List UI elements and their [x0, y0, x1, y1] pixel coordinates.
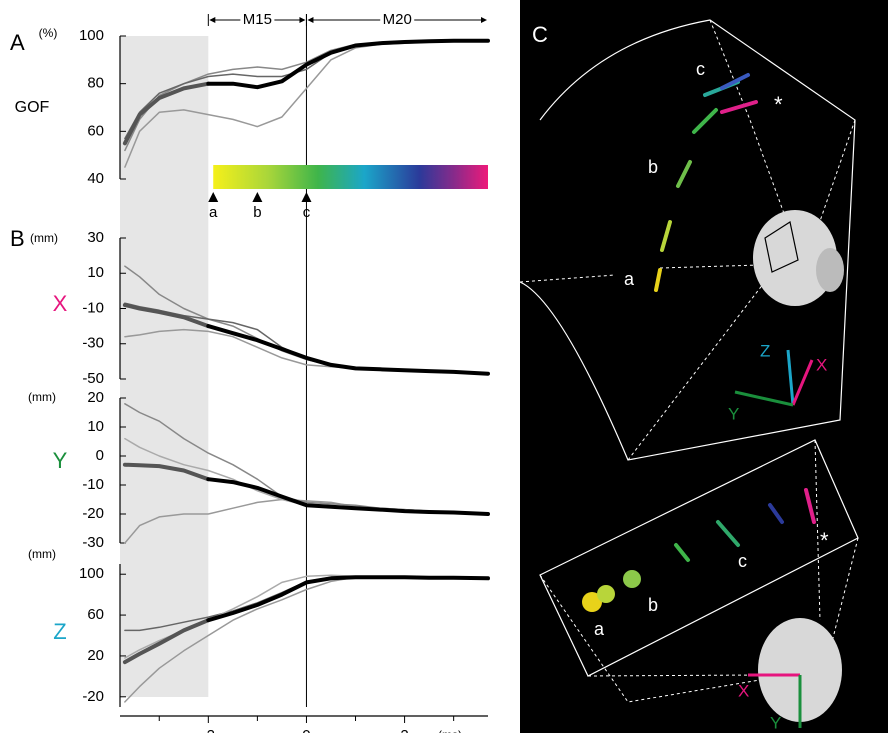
colorbar	[213, 165, 488, 189]
y-tick-label: 40	[87, 170, 104, 187]
panel-letter: C	[532, 22, 548, 47]
x-tick-label: 2	[400, 727, 408, 733]
projection-lines-bottom	[539, 439, 859, 703]
y-tick-label: 100	[79, 565, 104, 582]
y-tick-label: -50	[82, 370, 104, 387]
y-unit: (%)	[39, 26, 58, 40]
time-marker-label: a	[209, 204, 218, 221]
period-label: M15	[243, 11, 272, 28]
dipole-arrows-bottom	[582, 488, 816, 612]
x-tick-label: -2	[202, 727, 215, 733]
x-tick-label: 0	[302, 727, 310, 733]
y-tick-label: 60	[87, 606, 104, 623]
y-tick-label: -20	[82, 505, 104, 522]
series-line	[122, 462, 211, 482]
panel-letter: B	[10, 226, 25, 251]
series-line	[122, 303, 211, 329]
y-tick-label: -10	[82, 299, 104, 316]
y-label: Z	[53, 619, 66, 644]
axes-top	[734, 349, 814, 407]
time-marker	[301, 192, 312, 202]
y-unit: (mm)	[28, 547, 56, 561]
top-view-labels: a b c *	[624, 59, 783, 289]
shaded-region	[120, 36, 209, 697]
y-unit: (mm)	[28, 390, 56, 404]
y-tick-label: -30	[82, 534, 104, 551]
box-outline	[519, 19, 856, 461]
label-bg	[380, 11, 415, 29]
point-label: a	[624, 269, 635, 289]
y-tick-label: 20	[87, 389, 104, 406]
label-bg	[240, 11, 275, 29]
series-line	[206, 38, 490, 90]
sensor-patch	[764, 221, 799, 273]
panel-letter: A	[10, 30, 25, 55]
y-unit: (mm)	[30, 231, 58, 245]
x-unit: (ms)	[438, 728, 462, 733]
panel-c-background	[520, 0, 888, 733]
star-label: *	[820, 528, 829, 553]
bottom-view-labels: a b c *	[594, 528, 829, 639]
series-line	[206, 575, 490, 623]
y-label: GOF	[15, 99, 50, 116]
y-tick-label: 30	[87, 229, 104, 246]
axis-label: X	[738, 681, 749, 700]
head-bottom	[758, 618, 842, 722]
y-tick-label: 10	[87, 264, 104, 281]
series-line	[206, 477, 490, 516]
projection-lines	[519, 19, 856, 461]
y-tick-label: 100	[79, 27, 104, 44]
head	[753, 210, 837, 306]
period-label: M20	[383, 11, 412, 28]
axis-label: Z	[760, 341, 770, 360]
axis-label: Y	[728, 404, 739, 423]
time-marker	[252, 192, 263, 202]
series-line	[122, 81, 211, 146]
time-marker-label: b	[253, 204, 261, 221]
series-line	[206, 324, 490, 376]
y-tick-label: -20	[82, 688, 104, 705]
series-line	[122, 618, 211, 665]
y-tick-label: -30	[82, 335, 104, 352]
axis-label: X	[816, 355, 827, 374]
star-label: *	[774, 92, 783, 117]
point-label: c	[696, 59, 705, 79]
time-marker	[208, 192, 219, 202]
y-label: X	[53, 291, 68, 316]
y-tick-label: -10	[82, 476, 104, 493]
y-label: Y	[53, 448, 68, 473]
point-label: b	[648, 595, 658, 615]
time-marker-label: c	[303, 204, 311, 221]
panel-c: C a b c * Z X Y	[519, 0, 888, 733]
point-label: b	[648, 157, 658, 177]
face	[816, 248, 844, 292]
y-tick-label: 20	[87, 647, 104, 664]
y-tick-label: 80	[87, 75, 104, 92]
y-tick-label: 10	[87, 418, 104, 435]
axis-label: Y	[770, 713, 781, 732]
point-label: c	[738, 551, 747, 571]
y-tick-label: 0	[96, 447, 104, 464]
y-tick-label: 60	[87, 122, 104, 139]
dipole-arrows-top	[654, 73, 758, 292]
point-label: a	[594, 619, 605, 639]
